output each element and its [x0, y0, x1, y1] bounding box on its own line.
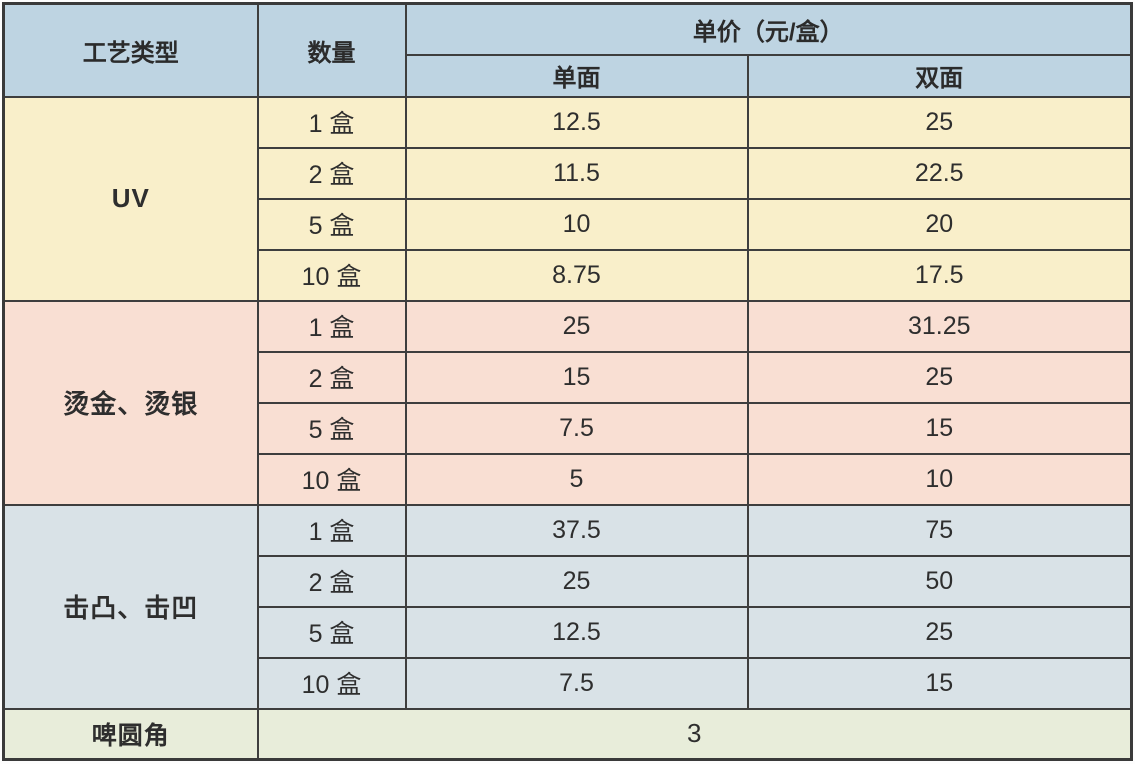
price-double-cell: 17.5	[746, 248, 1133, 302]
price-double-cell: 20	[746, 197, 1133, 251]
table-row: 10 盒 8.75 17.5	[4, 248, 1133, 302]
header-single-side: 单面	[404, 53, 749, 98]
header-row-top: 工艺类型 数量 单价（元/盒）	[2, 2, 1133, 98]
price-single-cell: 12.5	[404, 605, 749, 659]
table-row: 烫金、烫银 1 盒 25 31.25	[2, 299, 1133, 506]
price-single-cell: 10	[404, 197, 749, 251]
qty-cell: 1 盒	[256, 95, 407, 149]
price-single-cell: 5	[404, 452, 749, 506]
price-double-cell: 10	[746, 452, 1133, 506]
table-row: 5 盒 12.5 25	[4, 605, 1133, 659]
qty-cell: 5 盒	[256, 401, 407, 455]
qty-cell: 10 盒	[256, 656, 407, 710]
price-single-cell: 25	[404, 554, 749, 608]
table-row: 击凸、击凹 1 盒 37.5 75	[2, 503, 1133, 710]
qty-cell: 2 盒	[256, 146, 407, 200]
table-row: 5 盒 7.5 15	[4, 401, 1133, 455]
price-single-cell: 11.5	[404, 146, 749, 200]
table-row: 10 盒 5 10	[4, 452, 1133, 506]
price-single-cell: 7.5	[404, 656, 749, 710]
qty-cell: 10 盒	[256, 452, 407, 506]
table-row: 5 盒 10 20	[4, 197, 1133, 251]
header-quantity: 数量	[256, 2, 407, 98]
table-row: 2 盒 15 25	[4, 350, 1133, 404]
price-double-cell: 31.25	[746, 299, 1133, 353]
price-double-cell: 15	[746, 401, 1133, 455]
table-row: 10 盒 7.5 15	[4, 656, 1133, 710]
price-double-cell: 50	[746, 554, 1133, 608]
qty-cell: 2 盒	[256, 554, 407, 608]
price-double-cell: 22.5	[746, 146, 1133, 200]
price-double-cell: 25	[746, 605, 1133, 659]
qty-cell: 5 盒	[256, 605, 407, 659]
price-single-cell: 7.5	[404, 401, 749, 455]
price-double-cell: 75	[746, 503, 1133, 557]
table-row-round-corner: 啤圆角 3	[2, 707, 1133, 761]
price-single-cell: 15	[404, 350, 749, 404]
price-single-cell: 8.75	[404, 248, 749, 302]
table-row: UV 1 盒 12.5 25	[2, 95, 1133, 302]
qty-cell: 2 盒	[256, 350, 407, 404]
process-type-cell-round-corner: 啤圆角	[2, 707, 259, 761]
qty-cell: 1 盒	[256, 503, 407, 557]
qty-cell: 10 盒	[256, 248, 407, 302]
qty-cell: 1 盒	[256, 299, 407, 353]
price-single-cell: 25	[404, 299, 749, 353]
price-double-cell: 15	[746, 656, 1133, 710]
price-double-cell: 25	[746, 350, 1133, 404]
header-process-type: 工艺类型	[2, 2, 259, 98]
price-single-cell: 12.5	[404, 95, 749, 149]
header-row-sub: 单面 双面	[4, 53, 1133, 98]
table-row: 2 盒 11.5 22.5	[4, 146, 1133, 200]
price-single-cell: 37.5	[404, 503, 749, 557]
header-double-side: 双面	[746, 53, 1133, 98]
process-type-cell-uv: UV	[2, 95, 259, 302]
price-double-cell: 25	[746, 95, 1133, 149]
round-corner-price-cell: 3	[256, 707, 1133, 761]
table-row: 2 盒 25 50	[4, 554, 1133, 608]
header-unit-price-group: 单价（元/盒）	[404, 2, 1133, 56]
process-type-cell-emboss: 击凸、击凹	[2, 503, 259, 710]
process-type-cell-hot-stamping: 烫金、烫银	[2, 299, 259, 506]
qty-cell: 5 盒	[256, 197, 407, 251]
